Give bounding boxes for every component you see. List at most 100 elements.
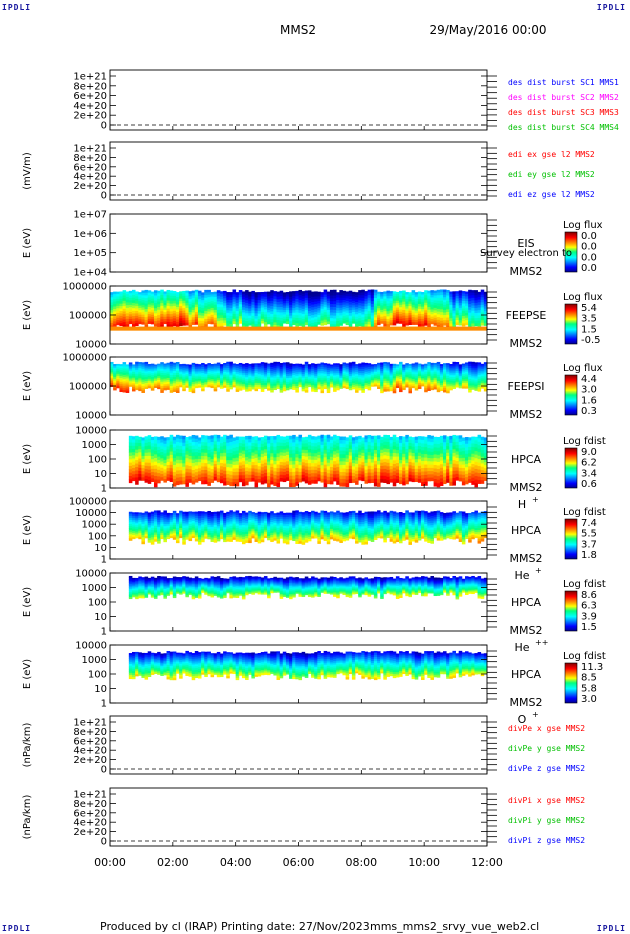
spectrogram-cell — [380, 443, 384, 447]
spectrogram-cell — [427, 388, 431, 391]
spectrogram-cell — [408, 386, 412, 390]
spectrogram-cell — [163, 372, 167, 376]
spectrogram-cell — [273, 377, 277, 381]
spectrogram-cell — [367, 469, 372, 473]
spectrogram-cell — [191, 317, 196, 321]
spectrogram-cell — [342, 316, 347, 319]
spectrogram-cell — [219, 296, 224, 300]
spectrogram-cell — [122, 379, 127, 382]
spectrogram-cell — [436, 292, 441, 296]
spectrogram-cell — [436, 314, 441, 318]
spectrogram-cell — [380, 377, 384, 381]
spectrogram-cell — [320, 308, 325, 312]
spectrogram-cell — [402, 450, 406, 455]
spectrogram-cell — [245, 385, 249, 388]
spectrogram-cell — [113, 364, 117, 367]
spectrogram-cell — [166, 300, 171, 304]
spectrogram-cell — [160, 474, 164, 478]
spectrogram-cell — [433, 315, 438, 319]
spectrogram-cell — [150, 373, 155, 376]
spectrogram-cell — [131, 366, 136, 369]
spectrogram-cell — [361, 317, 365, 321]
spectrogram-cell — [257, 375, 262, 379]
spectrogram-cell — [364, 303, 369, 307]
spectrogram-cell — [119, 301, 123, 305]
spectrogram-cell — [307, 308, 312, 312]
spectrogram-cell — [373, 364, 378, 367]
spectrogram-cell — [408, 458, 412, 463]
spectrogram-cell — [411, 368, 416, 371]
spectrogram-cell — [135, 456, 139, 461]
spectrogram-cell — [179, 370, 183, 373]
spectrogram-cell — [458, 292, 463, 296]
spectrogram-cell — [483, 362, 488, 365]
spectrogram-cell — [383, 451, 387, 456]
spectrogram-cell — [311, 473, 315, 477]
spectrogram-cell — [417, 308, 422, 312]
spectrogram-cell — [320, 318, 325, 321]
spectrogram-cell — [361, 462, 365, 466]
spectrogram-cell — [197, 379, 202, 382]
spectrogram-cell — [311, 309, 315, 313]
spectrogram-cell — [166, 303, 171, 307]
spectrogram-cell — [122, 381, 127, 384]
spectrogram-cell — [471, 302, 475, 306]
spectrogram-cell — [373, 378, 378, 381]
spectrogram-cell — [131, 323, 136, 327]
spectrogram-cell — [405, 318, 409, 321]
spectrogram-cell — [298, 292, 303, 296]
spectrogram-cell — [150, 298, 155, 302]
spectrogram-cell — [185, 458, 189, 463]
spectrogram-cell — [182, 369, 186, 372]
spectrogram-cell — [301, 437, 306, 441]
spectrogram-cell — [289, 450, 293, 455]
spectrogram-cell — [436, 368, 441, 371]
spectrogram-cell — [113, 380, 117, 383]
spectrogram-cell — [389, 363, 394, 367]
spectrogram-cell — [270, 466, 274, 471]
spectrogram-cell — [392, 315, 397, 319]
spectrogram-cell — [301, 446, 306, 451]
spectrogram-cell — [182, 456, 186, 461]
spectrogram-cell — [241, 471, 246, 476]
spectrogram-cell — [474, 318, 478, 322]
spectrogram-cell — [166, 437, 171, 441]
spectrogram-cell — [219, 466, 224, 471]
spectrogram-cell — [336, 382, 340, 385]
spectrogram-cell — [414, 301, 419, 305]
spectrogram-cell — [128, 465, 133, 470]
spectrogram-cell — [241, 468, 246, 473]
spectrogram-cell — [358, 448, 362, 453]
spectrogram-cell — [191, 371, 196, 374]
spectrogram-cell — [197, 370, 202, 373]
spectrogram-cell — [439, 371, 444, 374]
spectrogram-cell — [377, 362, 381, 366]
spectrogram-cell — [169, 300, 174, 304]
spectrogram-cell — [226, 456, 230, 461]
spectrogram-cell — [289, 461, 293, 466]
spectrogram-cell — [260, 296, 265, 300]
spectrogram-cell — [179, 306, 183, 309]
spectrogram-cell — [175, 304, 180, 308]
spectrogram-cell — [436, 378, 441, 382]
spectrogram-cell — [216, 376, 221, 379]
spectrogram-cell — [301, 321, 306, 325]
spectrogram-cell — [367, 448, 372, 453]
spectrogram-cell — [292, 475, 296, 480]
spectrogram-cell — [408, 296, 412, 300]
spectrogram-cell — [370, 435, 375, 440]
spectrogram-cell — [207, 439, 211, 444]
spectrogram-cell — [446, 363, 450, 366]
spectrogram-cell — [163, 386, 167, 389]
spectrogram-cell — [207, 435, 211, 440]
spectrogram-cell — [289, 296, 293, 300]
spectrogram-cell — [235, 387, 240, 390]
spectrogram-cell — [399, 309, 403, 313]
spectrogram-cell — [216, 323, 221, 328]
spectrogram-cell — [160, 316, 164, 320]
spectrogram-cell — [191, 390, 196, 394]
spectrogram-cell — [273, 467, 277, 472]
spectrogram-cell — [389, 369, 394, 372]
spectrogram-cell — [411, 472, 416, 476]
spectrogram-cell — [150, 462, 155, 467]
